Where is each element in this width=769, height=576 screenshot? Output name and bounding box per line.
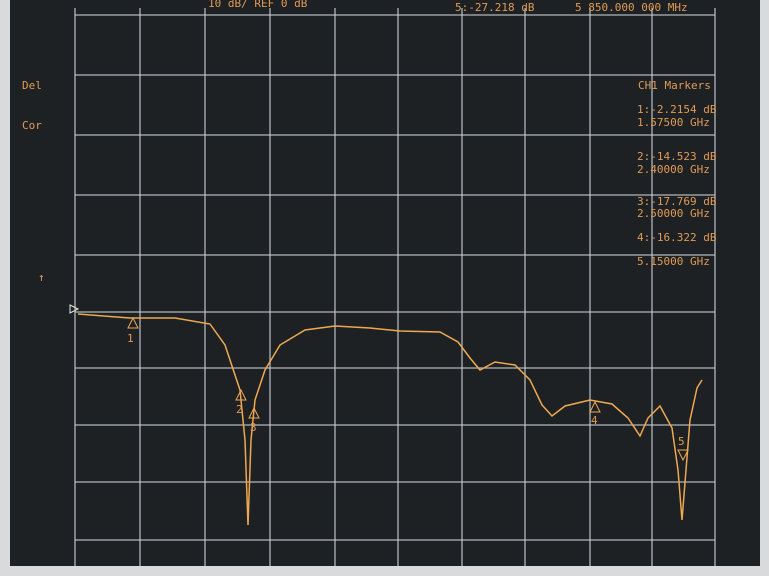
trace-marker-label: 2 <box>236 403 243 416</box>
scale-label: 10 dB/ REF 0 dB <box>208 0 308 10</box>
trace-marker-label: 1 <box>127 332 134 345</box>
marker-freq: 2.50000 GHz <box>637 207 710 220</box>
marker-value: 4:-16.322 dB <box>637 231 717 244</box>
reference-arrow <box>69 304 80 314</box>
grid <box>74 8 716 566</box>
trace-marker-label: 5 <box>678 435 685 448</box>
marker-freq: 1.57500 GHz <box>637 116 710 129</box>
stimulus-freq: 5 850.000 000 MHz <box>575 1 688 14</box>
trace-marker-label: 3 <box>250 421 257 434</box>
marker-freq: 2.40000 GHz <box>637 163 710 176</box>
marker-freq: 5.15000 GHz <box>637 255 710 268</box>
trace-marker-label: 4 <box>591 414 598 427</box>
side-label: ↑ <box>38 271 45 284</box>
stimulus-value: 5:-27.218 dB <box>455 1 535 14</box>
trace <box>77 313 703 526</box>
marker-value: 2:-14.523 dB <box>637 150 717 163</box>
marker-value: 3:-17.769 dB <box>637 195 717 208</box>
marker-title: CH1 Markers <box>638 79 711 92</box>
side-label: Cor <box>22 119 42 132</box>
side-label: Del <box>22 79 42 92</box>
screen <box>10 0 760 566</box>
marker-triangles <box>127 316 689 462</box>
marker-value: 1:-2.2154 dB <box>637 103 717 116</box>
